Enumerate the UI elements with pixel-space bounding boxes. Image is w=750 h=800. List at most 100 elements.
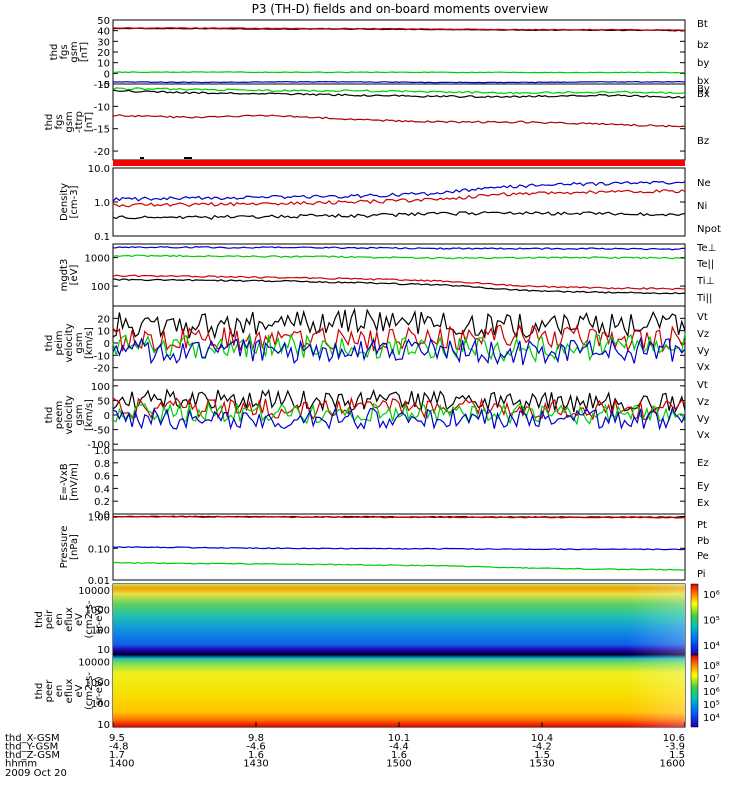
colorbar-ticks: 10⁶ 10⁵ 10⁴ 10⁸ 10⁷ 10⁶ 10⁵ 10⁴ — [703, 590, 720, 724]
series-line-Vy — [112, 332, 686, 363]
series-line-Te|| — [112, 278, 686, 295]
y-tick-label: -50 — [94, 426, 110, 437]
y-axis-label: [km/s] — [84, 399, 95, 431]
y-axis-label: peim — [54, 330, 65, 355]
x-row-label: hhmm — [5, 759, 37, 770]
legend-entry: bx — [697, 76, 709, 87]
legend-entry: Ti|| — [696, 293, 712, 304]
y-axis-label: eflux — [64, 679, 75, 704]
y-axis-label: mgdt3 — [59, 259, 70, 292]
y-tick-label: -10 — [94, 80, 110, 91]
y-tick-label: 10 — [97, 720, 110, 731]
y-axis-label: thd — [44, 407, 55, 424]
x-tick-label: 1600 — [660, 759, 685, 770]
y-tick-label: 30 — [97, 37, 110, 48]
legend-entry: Ez — [697, 458, 709, 469]
legend-entry: Vt — [697, 312, 708, 323]
y-tick-label: 1.0 — [94, 446, 110, 457]
x-tick-label: 10.4 — [531, 733, 553, 744]
panel-velocity-2: -100 -50 0 50 100 thd peem velocity gsm [km/s] Vt V… — [44, 379, 710, 451]
legend-entry: Te|| — [696, 259, 714, 270]
y-tick-label: 100 — [91, 625, 110, 636]
y-axis-label: [eV] — [69, 265, 80, 286]
series-line-Bz — [112, 114, 686, 128]
legend-entry: Vx — [697, 362, 710, 373]
y-axis-label: en — [54, 613, 65, 626]
legend-entry: Ti⊥ — [696, 276, 714, 287]
y-tick-label: 40 — [97, 27, 110, 38]
y-tick-label: -20 — [94, 364, 110, 375]
x-tick-label: -4.2 — [532, 742, 552, 753]
y-axis-label: en — [54, 685, 65, 698]
legend-entry: Vx — [697, 430, 710, 441]
legend-entry: Ne — [697, 178, 711, 189]
y-tick-label: 100 — [91, 282, 110, 293]
legend-entry: Vy — [697, 346, 710, 357]
y-axis-label: [km/s] — [84, 327, 95, 359]
x-tick-label: 1530 — [529, 759, 554, 770]
y-axis-label: velocity — [64, 323, 75, 362]
colorbar-tick-label: 10⁸ — [703, 661, 720, 672]
colorbar-tick-label: 10⁶ — [703, 590, 720, 601]
series-line-Vt — [112, 307, 686, 340]
series-line-bz — [112, 27, 685, 31]
y-tick-label: -20 — [94, 147, 110, 158]
y-axis-label: [mV/m] — [69, 463, 80, 501]
y-tick-label: 0.01 — [88, 576, 110, 587]
legend-entry: Bt — [697, 19, 708, 30]
y-tick-label: 0.0 — [94, 510, 110, 521]
y-tick-label: 100 — [91, 382, 110, 393]
y-axis-label: eV — [74, 684, 85, 697]
colorbar-tick-label: 10⁷ — [703, 674, 720, 685]
x-tick-label: 1.7 — [109, 750, 125, 761]
peer-colorbar — [690, 654, 699, 728]
y-tick-label: -15 — [94, 125, 110, 136]
legend-entry: Vt — [697, 380, 708, 391]
y-tick-label: 10000 — [78, 586, 110, 597]
peir-spectrogram-image — [113, 584, 685, 655]
series-line-Ni — [112, 189, 686, 208]
series-line-Vy — [112, 400, 686, 426]
legend-entry: Npot — [697, 224, 721, 235]
panel-frame — [112, 83, 686, 161]
series-line-By — [112, 87, 686, 95]
chart-title: P3 (TH-D) fields and on-board moments ov… — [252, 2, 549, 16]
y-axis-label: thd — [34, 611, 45, 628]
peir-colorbar — [690, 583, 699, 656]
y-tick-label: 1000 — [85, 606, 110, 617]
colorbar-tick-label: 10⁵ — [703, 616, 720, 627]
y-axis-label: E=-VxB — [59, 463, 70, 500]
panel-density: 0.1 1.0 10.0 Density [cm-3] Ne Ni Npot — [59, 164, 721, 243]
y-axis-label: gsm — [64, 111, 75, 132]
y-axis-label: fgs — [54, 114, 65, 129]
legend-entry: Pe — [697, 551, 709, 562]
series-line-Ti⊥ — [112, 245, 686, 251]
series-line-Vz — [112, 323, 686, 353]
y-axis-label: sr-eV) — [94, 676, 105, 705]
y-tick-label: 1.0 — [94, 198, 110, 209]
y-axis-label: (cm2-s- — [84, 600, 95, 638]
series-line-Npot — [112, 211, 686, 220]
legend-entry: Bx — [697, 89, 710, 100]
y-tick-label: 0.6 — [94, 472, 110, 483]
y-tick-label: 1.00 — [88, 513, 110, 524]
x-tick-label: 10.1 — [388, 733, 410, 744]
legend-entry: Vz — [697, 397, 709, 408]
colorbar-tick-label: 10⁴ — [703, 713, 720, 724]
legend-entry: bz — [697, 40, 709, 51]
y-tick-label: 100 — [91, 699, 110, 710]
y-tick-label: -5 — [100, 80, 110, 91]
series-line-Vx — [112, 406, 686, 431]
y-tick-label: 10000 — [78, 657, 110, 668]
y-axis-label: [nT] — [79, 42, 90, 62]
y-tick-label: 0 — [104, 69, 110, 80]
series-line-Pi — [112, 546, 686, 551]
y-tick-label: 20 — [97, 314, 110, 325]
legend-entry: by — [697, 58, 709, 69]
series-line-bx — [112, 80, 686, 84]
y-axis-label: fgs — [59, 44, 70, 59]
y-tick-label: 0 — [104, 339, 110, 350]
colorbar-tick-label: 10⁵ — [703, 700, 720, 711]
